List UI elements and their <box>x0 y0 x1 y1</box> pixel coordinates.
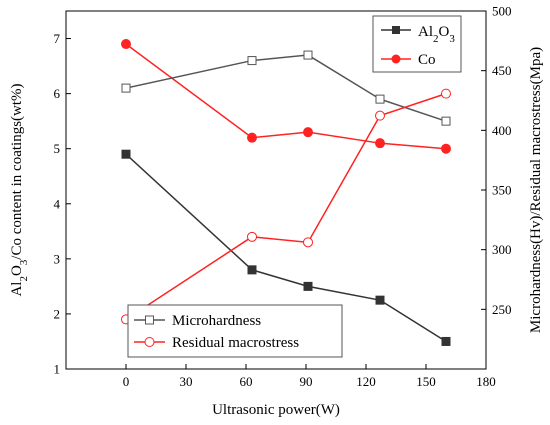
data-point-al2o3 <box>247 265 257 275</box>
y-right-tick-label: 450 <box>492 63 512 78</box>
x-tick-label: 90 <box>300 374 313 389</box>
data-point-al2o3 <box>441 336 451 346</box>
legend-al2o3-marker <box>392 26 400 34</box>
data-point-al2o3 <box>303 281 313 291</box>
data-point-co <box>303 127 313 138</box>
data-point-co <box>247 132 257 143</box>
data-point-al2o3 <box>375 295 385 305</box>
y-left-tick-label: 7 <box>54 31 61 46</box>
x-tick-label: 60 <box>240 374 253 389</box>
x-axis-title: Ultrasonic power(W) <box>212 402 340 418</box>
data-point-residual-macrostress <box>247 231 257 242</box>
y-right-tick-label: 350 <box>492 183 512 198</box>
x-tick-label: 0 <box>123 374 130 389</box>
legend-co-label: Co <box>418 52 436 68</box>
data-point-microhardness <box>375 94 385 104</box>
data-point-microhardness <box>121 83 131 93</box>
y-right-tick-label: 300 <box>492 242 512 257</box>
legend-residual-label: Residual macrostress <box>172 335 299 351</box>
legend-microhardness-marker <box>145 315 154 325</box>
y-right-tick-label: 400 <box>492 123 512 138</box>
y-right-tick-label: 250 <box>492 302 512 317</box>
y-right-tick-label: 500 <box>492 4 512 19</box>
y-left-tick-label: 2 <box>54 306 61 321</box>
series-layer <box>121 39 451 346</box>
legend-residual-marker <box>144 337 155 347</box>
y-axis-right-title: Microhardness(Hv)/Residual macrostress(M… <box>528 47 544 333</box>
y-axis-left-title: Al2O3/Co content in coatings(wt%) <box>9 83 30 296</box>
data-point-residual-macrostress <box>303 237 313 248</box>
legend-al2o3-label: Al2O3 <box>418 24 455 45</box>
legend-microhardness-label: Microhardness <box>172 313 261 329</box>
legend-top-box <box>372 15 462 73</box>
series-line-residual-macrostress <box>125 92 447 321</box>
x-tick-label: 30 <box>180 374 193 389</box>
y-left-tick-label: 3 <box>54 251 61 266</box>
data-point-microhardness <box>441 116 451 126</box>
data-point-co <box>121 39 131 50</box>
y-left-tick-label: 1 <box>54 362 61 377</box>
data-point-co <box>375 138 385 149</box>
x-tick-label: 120 <box>356 374 376 389</box>
data-point-al2o3 <box>121 149 131 159</box>
x-axis: 0 30 60 90 120 150 180 <box>123 364 496 389</box>
data-point-microhardness <box>303 50 313 60</box>
x-tick-label: 180 <box>476 374 496 389</box>
legend-top: Al2O3 Co <box>372 15 462 73</box>
y-axis-left: 1 2 3 4 5 6 7 <box>54 31 71 377</box>
y-axis-right: 250 300 350 400 450 500 <box>481 4 512 317</box>
y-left-tick-label: 5 <box>54 141 61 156</box>
data-point-microhardness <box>247 56 257 66</box>
y-left-tick-label: 6 <box>54 86 61 101</box>
data-point-residual-macrostress <box>441 88 451 99</box>
x-tick-label: 150 <box>416 374 436 389</box>
legend-bottom: Microhardness Residual macrostress <box>127 304 343 358</box>
data-point-co <box>441 143 451 154</box>
legend-co-marker <box>391 54 401 64</box>
data-point-residual-macrostress <box>375 110 385 121</box>
legend-bottom-box <box>127 304 343 358</box>
y-left-tick-label: 4 <box>54 196 61 211</box>
